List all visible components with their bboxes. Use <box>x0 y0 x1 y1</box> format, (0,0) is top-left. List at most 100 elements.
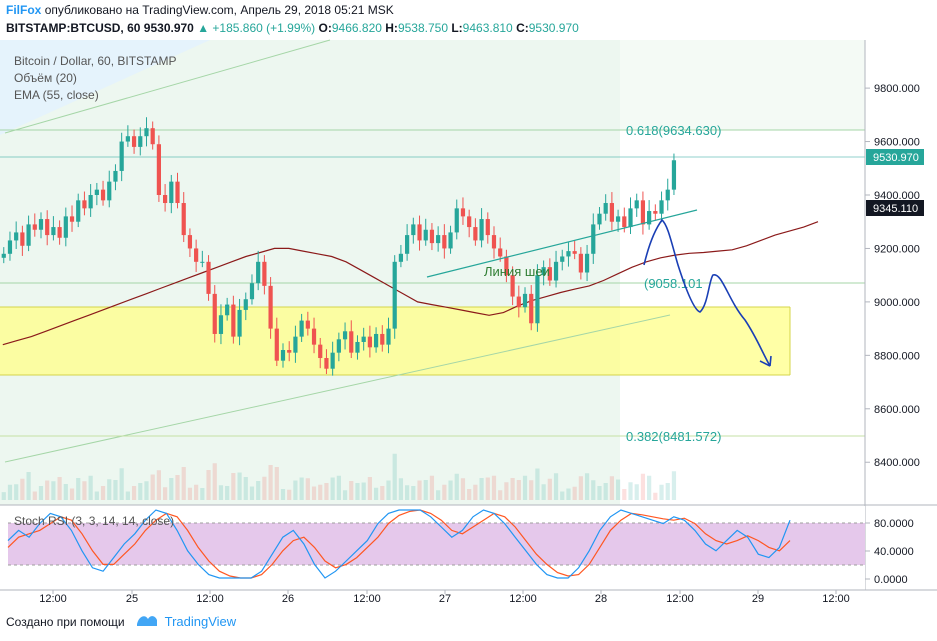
volume-bar <box>218 485 224 500</box>
volume-bar <box>206 470 211 500</box>
candle-body <box>175 181 180 204</box>
candle-body <box>560 256 565 262</box>
candle-body <box>541 267 546 276</box>
tradingview-link[interactable]: TradingView <box>164 614 237 629</box>
volume-bar <box>94 491 99 500</box>
candle-body <box>659 200 664 214</box>
volume-bar <box>659 484 664 500</box>
candle-body <box>361 336 366 342</box>
time-tick-label: 12:00 <box>822 593 850 605</box>
candle-body <box>125 136 130 142</box>
candle-body <box>225 304 230 316</box>
candle-body <box>367 336 372 348</box>
volume-bar <box>330 477 335 500</box>
volume-bar <box>653 492 658 500</box>
volume-bar <box>1 492 6 500</box>
volume-bar <box>609 476 614 500</box>
volume-bar <box>460 478 466 500</box>
time-tick-label: 12:00 <box>509 593 537 605</box>
volume-bar <box>398 478 404 500</box>
volume-bar <box>597 486 602 500</box>
volume-bar <box>429 475 435 500</box>
candle-body <box>411 224 416 236</box>
candle-body <box>131 136 137 147</box>
candle-body <box>169 181 174 204</box>
candle-body <box>349 331 354 353</box>
time-tick-label: 12:00 <box>353 593 381 605</box>
candle-body <box>274 328 279 361</box>
candle-body <box>156 144 161 195</box>
volume-bar <box>63 484 68 500</box>
last-price-badge-text: 9530.970 <box>873 152 919 164</box>
candle-body <box>572 251 577 254</box>
candle-body <box>200 261 205 263</box>
volume-bar <box>212 463 217 500</box>
candle-body <box>566 251 571 257</box>
volume-bar <box>249 486 255 500</box>
time-tick-label: 27 <box>439 593 451 605</box>
tradingview-logo-icon[interactable] <box>135 612 159 631</box>
rsi-tick-label: 40.0000 <box>874 546 914 558</box>
time-tick-label: 12:00 <box>666 593 694 605</box>
volume-bar <box>38 486 44 500</box>
volume-bar <box>411 486 416 500</box>
price-axis-ticks: 9800.000 9600.000 9400.000 9200.000 9000.000… <box>865 83 920 469</box>
price-tick-label: 9000.000 <box>874 297 920 309</box>
volume-bar <box>287 489 292 500</box>
volume-bar <box>107 479 112 500</box>
volume-bar <box>20 478 25 500</box>
volume-bar <box>628 482 633 500</box>
candle-body <box>380 333 385 345</box>
candle-body <box>187 235 193 249</box>
volume-bar <box>386 480 391 500</box>
candle-body <box>20 232 25 246</box>
volume-bar <box>584 473 590 500</box>
volume-bar <box>14 484 19 500</box>
volume-bar <box>516 480 521 500</box>
candle-body <box>386 328 391 345</box>
close-label: C: <box>516 21 529 35</box>
candle-body <box>119 141 124 171</box>
candle-body <box>51 227 56 236</box>
volume-bar <box>187 487 193 500</box>
candle-body <box>256 261 261 284</box>
volume-bar <box>299 477 304 500</box>
created-with-text: Создано при помощи <box>6 614 125 629</box>
volume-bar <box>529 480 534 500</box>
price-tick-label: 9400.000 <box>874 190 920 202</box>
volume-bar <box>169 478 174 500</box>
last-price: 9530.970 <box>143 21 194 35</box>
candle-body <box>150 128 155 145</box>
published-text: опубликовано на TradingView.com, Апрель … <box>44 3 394 17</box>
candle-body <box>287 350 292 353</box>
volume-bar <box>82 481 87 500</box>
candle-body <box>26 224 31 246</box>
candle-body <box>491 235 497 249</box>
volume-bar <box>442 484 447 500</box>
price-tick-label: 9800.000 <box>874 83 920 95</box>
ema-value-badge <box>866 200 924 216</box>
publisher-name[interactable]: FilFox <box>6 3 42 17</box>
candle-body <box>584 253 590 273</box>
volume-bar <box>225 486 230 500</box>
volume-bars <box>1 453 677 500</box>
open-value: 9466.820 <box>331 21 382 35</box>
volume-bar <box>553 473 559 500</box>
candle-body <box>479 219 484 241</box>
candle-body <box>405 235 410 254</box>
candle-body <box>342 331 348 340</box>
legend-title: Bitcoin / Dollar, 60, BITSTAMP <box>14 54 177 68</box>
price-axis[interactable] <box>865 40 937 505</box>
volume-bar <box>200 488 205 500</box>
price-tick-label: 8600.000 <box>874 404 920 416</box>
candle-body <box>498 248 503 257</box>
time-tick-label: 25 <box>126 593 138 605</box>
candles <box>1 117 677 376</box>
time-axis-ticks[interactable]: 12:00 25 12:00 26 12:00 27 12:00 28 12:00 29 12:00 <box>39 590 850 605</box>
candle-body <box>268 285 273 329</box>
candle-body <box>547 267 552 281</box>
volume-bar <box>156 470 161 500</box>
volume-bar <box>380 486 385 500</box>
rsi-axis-ticks: 80.0000 40.0000 0.0000 <box>865 518 914 586</box>
